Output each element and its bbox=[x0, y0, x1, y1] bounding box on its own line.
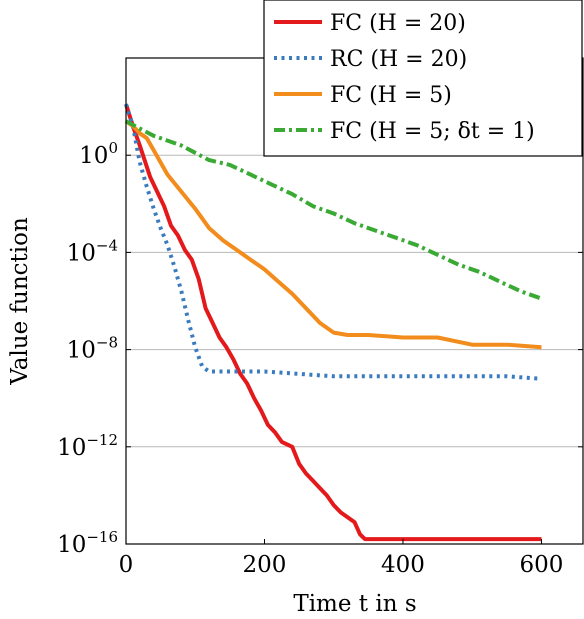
axis-ticks: 0 200 400 600 100 10−4 10−8 10−12 10−16 bbox=[57, 58, 583, 578]
legend-label-4: FC (H = 5; δt = 1) bbox=[330, 119, 535, 144]
legend-label-3: FC (H = 5) bbox=[330, 83, 452, 108]
legend-label-2: RC (H = 20) bbox=[330, 47, 467, 72]
y-tick-label: 100 bbox=[79, 139, 118, 169]
x-axis-label: Time t in s bbox=[293, 591, 416, 617]
x-tick-label: 600 bbox=[520, 552, 564, 578]
x-tick-label: 400 bbox=[381, 552, 425, 578]
y-tick-label: 10−8 bbox=[67, 334, 118, 364]
grid-lines bbox=[126, 154, 583, 448]
legend: FC (H = 20) RC (H = 20) FC (H = 5) FC (H = … bbox=[263, 0, 583, 157]
y-axis-label: Value function bbox=[7, 217, 33, 386]
legend-label-1: FC (H = 20) bbox=[330, 11, 466, 36]
series-line-4 bbox=[125, 119, 543, 301]
y-tick-label: 10−12 bbox=[57, 431, 118, 461]
series-line-3 bbox=[124, 119, 542, 350]
y-tick-label: 10−4 bbox=[67, 236, 118, 266]
series-lines bbox=[124, 103, 543, 542]
series-line-2 bbox=[124, 103, 542, 381]
legend-box bbox=[263, 0, 583, 157]
y-tick-label: 10−16 bbox=[57, 528, 118, 558]
x-tick-label: 200 bbox=[243, 552, 287, 578]
series-line-1 bbox=[124, 103, 542, 542]
x-tick-label: 0 bbox=[119, 552, 134, 578]
